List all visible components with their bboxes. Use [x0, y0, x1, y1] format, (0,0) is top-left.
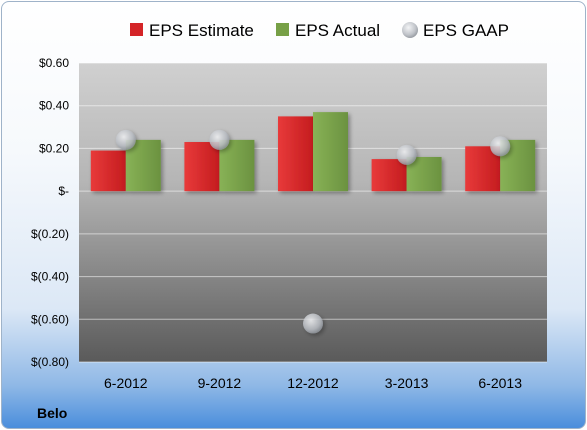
y-tick-label: $(0.60) [31, 312, 69, 326]
legend-actual: EPS Actual [276, 21, 380, 40]
legend: EPS Estimate EPS Actual EPS GAAP [130, 21, 509, 40]
legend-gaap-swatch [402, 22, 418, 38]
y-tick-label: $(0.20) [31, 227, 69, 241]
legend-label: EPS Estimate [149, 21, 254, 40]
x-axis: 6-2012 9-2012 12-2012 3-2013 6-2013 [104, 375, 522, 391]
y-tick-label: $- [58, 184, 69, 198]
estimate-bar [371, 159, 407, 192]
x-category-label: 3-2013 [385, 375, 429, 391]
gaap-marker [396, 144, 417, 165]
gaap-markers [115, 129, 511, 334]
actual-bar [313, 112, 348, 192]
legend-actual-swatch [276, 23, 289, 36]
estimate-bar [278, 116, 313, 192]
estimate-bar [184, 142, 220, 192]
company-name: Belo [37, 405, 68, 421]
legend-gaap: EPS GAAP [402, 21, 509, 40]
legend-estimate-swatch [130, 23, 143, 36]
legend-label: EPS GAAP [423, 21, 509, 40]
actual-bar [219, 139, 255, 192]
gaap-marker [490, 136, 511, 157]
estimate-bar [90, 150, 126, 192]
x-category-label: 6-2012 [104, 375, 148, 391]
y-tick-label: $0.40 [39, 99, 69, 113]
bars [90, 112, 536, 192]
y-tick-label: $(0.40) [31, 270, 69, 284]
x-category-label: 9-2012 [198, 375, 242, 391]
actual-bar [125, 139, 161, 192]
x-category-label: 12-2012 [287, 375, 339, 391]
y-tick-label: $0.60 [39, 56, 69, 70]
y-tick-label: $(0.80) [31, 355, 69, 369]
gaap-marker [209, 129, 230, 150]
legend-estimate: EPS Estimate [130, 21, 254, 40]
gaap-marker [115, 129, 136, 150]
legend-label: EPS Actual [295, 21, 380, 40]
gaap-marker [303, 313, 323, 334]
x-category-label: 6-2013 [478, 375, 522, 391]
y-tick-label: $0.20 [39, 141, 69, 155]
y-axis: $0.60 $0.40 $0.20 $- $(0.20) $(0.40) $(0.60) $(… [31, 56, 69, 369]
